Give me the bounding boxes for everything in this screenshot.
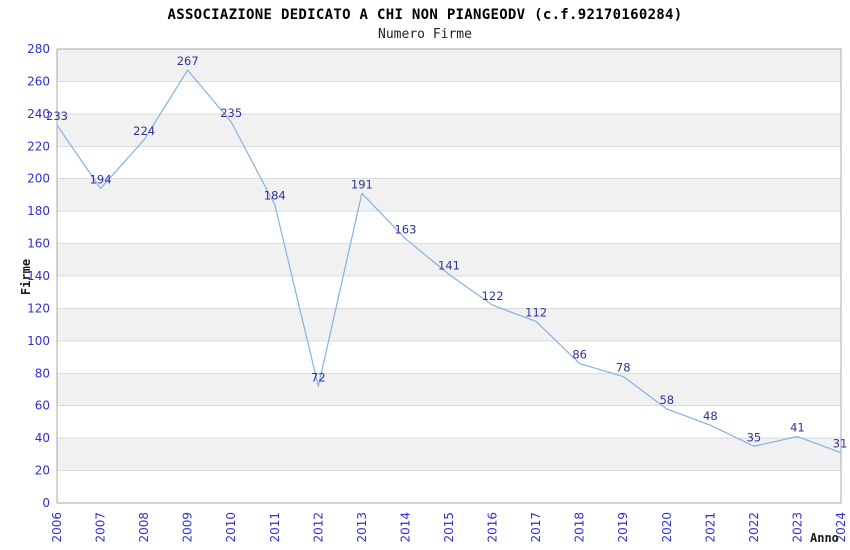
chart-title: ASSOCIAZIONE DEDICATO A CHI NON PIANGEOD… xyxy=(167,7,683,23)
x-tick-label: 2009 xyxy=(181,512,195,543)
data-point-label: 141 xyxy=(438,258,460,272)
x-tick-label: 2020 xyxy=(660,512,674,543)
y-tick-label: 220 xyxy=(27,139,50,153)
band-stripe xyxy=(57,178,841,212)
data-point-label: 58 xyxy=(659,393,674,407)
data-point-label: 72 xyxy=(311,370,326,384)
y-tick-label: 100 xyxy=(27,334,50,348)
data-point-label: 31 xyxy=(833,437,848,451)
x-tick-label: 2010 xyxy=(224,512,238,543)
y-tick-label: 80 xyxy=(35,366,50,380)
data-point-label: 122 xyxy=(482,289,504,303)
y-tick-label: 0 xyxy=(42,496,50,510)
y-tick-label: 60 xyxy=(35,399,50,413)
x-tick-label: 2019 xyxy=(616,512,630,543)
y-tick-label: 280 xyxy=(27,42,50,56)
data-point-label: 191 xyxy=(351,177,373,191)
x-tick-label: 2017 xyxy=(529,512,543,543)
data-point-label: 86 xyxy=(572,348,587,362)
x-tick-label: 2007 xyxy=(94,512,108,543)
y-tick-label: 200 xyxy=(27,172,50,186)
data-point-label: 233 xyxy=(46,109,68,123)
y-tick-label: 120 xyxy=(27,301,50,315)
x-tick-label: 2023 xyxy=(790,512,804,543)
x-tick-label: 2006 xyxy=(50,512,64,543)
data-point-label: 41 xyxy=(790,421,805,435)
band-stripe xyxy=(57,49,841,82)
x-tick-label: 2024 xyxy=(834,512,848,543)
x-tick-label: 2013 xyxy=(355,512,369,543)
data-point-label: 35 xyxy=(747,430,762,444)
x-tick-label: 2022 xyxy=(747,512,761,543)
data-point-label: 112 xyxy=(525,305,547,319)
data-point-label: 184 xyxy=(264,189,286,203)
x-tick-label: 2012 xyxy=(311,512,325,543)
x-tick-label: 2021 xyxy=(703,512,717,543)
data-point-label: 48 xyxy=(703,409,718,423)
series-line xyxy=(56,69,842,454)
y-tick-label: 140 xyxy=(27,269,50,283)
data-point-label: 235 xyxy=(220,106,242,120)
band-stripe xyxy=(57,373,841,406)
data-point-label: 224 xyxy=(133,124,155,138)
y-tick-label: 260 xyxy=(27,74,50,88)
x-tick-label: 2018 xyxy=(573,512,587,543)
y-tick-label: 240 xyxy=(27,107,50,121)
y-tick-label: 20 xyxy=(35,464,50,478)
band-stripe xyxy=(57,243,841,276)
y-tick-label: 160 xyxy=(27,237,50,251)
x-tick-label: 2011 xyxy=(268,512,282,543)
x-tick-label: 2008 xyxy=(137,512,151,543)
y-tick-label: 40 xyxy=(35,431,50,445)
chart-subtitle: Numero Firme xyxy=(378,27,472,42)
data-point-label: 194 xyxy=(90,172,112,186)
plot-border xyxy=(56,48,842,504)
band-stripe xyxy=(57,308,841,341)
y-tick-label: 180 xyxy=(27,204,50,218)
data-point-label: 267 xyxy=(177,54,199,68)
y-axis-title: Firme xyxy=(19,258,33,296)
x-tick-label: 2015 xyxy=(442,512,456,543)
data-point-label: 163 xyxy=(394,223,416,237)
band-stripe xyxy=(57,113,841,147)
x-tick-label: 2016 xyxy=(486,512,500,543)
x-axis-title: Anno xyxy=(810,531,839,545)
x-tick-label: 2014 xyxy=(398,512,412,543)
band-stripe xyxy=(57,438,841,471)
data-point-label: 78 xyxy=(616,361,631,375)
